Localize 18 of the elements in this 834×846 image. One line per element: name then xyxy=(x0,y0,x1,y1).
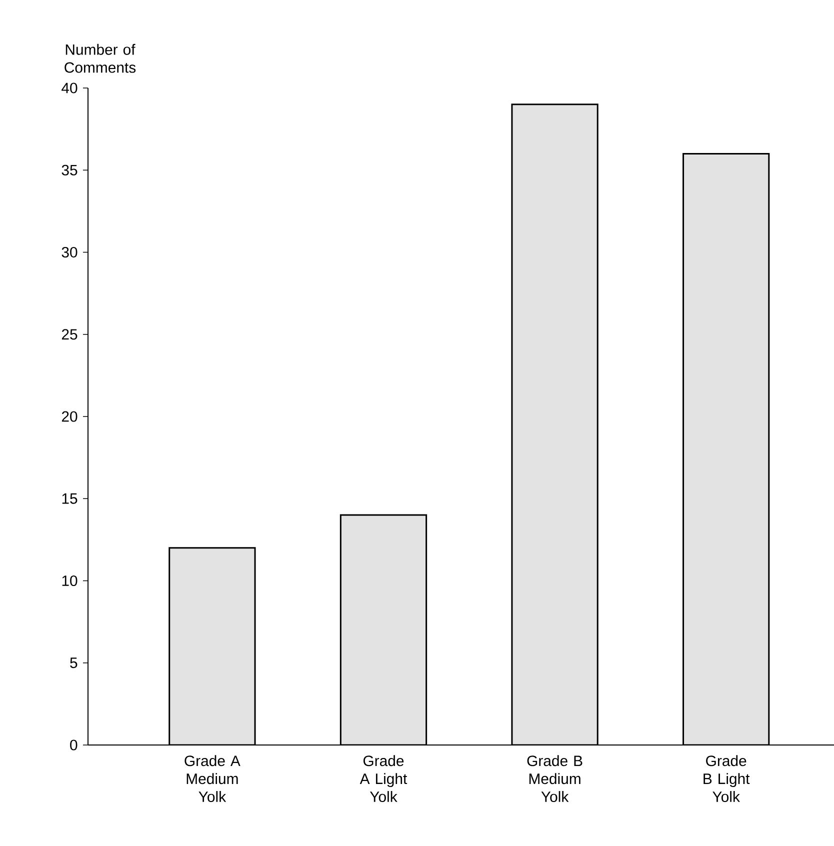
y-axis-title: Number of Comments xyxy=(64,44,136,73)
y-tick-label: 10 xyxy=(62,575,78,586)
y-tick-label: 35 xyxy=(62,164,78,176)
x-tick-label: Grade A Light Yolk xyxy=(360,755,408,802)
y-tick-label: 25 xyxy=(62,329,78,340)
bar xyxy=(682,152,770,745)
y-tick-label: 0 xyxy=(70,740,78,750)
x-tick-label: Grade B Light Yolk xyxy=(704,755,750,802)
y-tick-label: 40 xyxy=(62,82,78,94)
y-tick-label: 20 xyxy=(62,411,78,422)
bar xyxy=(168,547,256,745)
bar xyxy=(340,514,428,745)
y-tick-label: 30 xyxy=(62,246,78,258)
x-tick-label: Grade B Medium Yolk xyxy=(527,755,582,802)
y-tick-label: 15 xyxy=(62,493,78,504)
y-tick-label: 5 xyxy=(70,658,78,668)
bar xyxy=(511,104,598,745)
x-tick-label: Grade A Medium Yolk xyxy=(184,755,240,802)
